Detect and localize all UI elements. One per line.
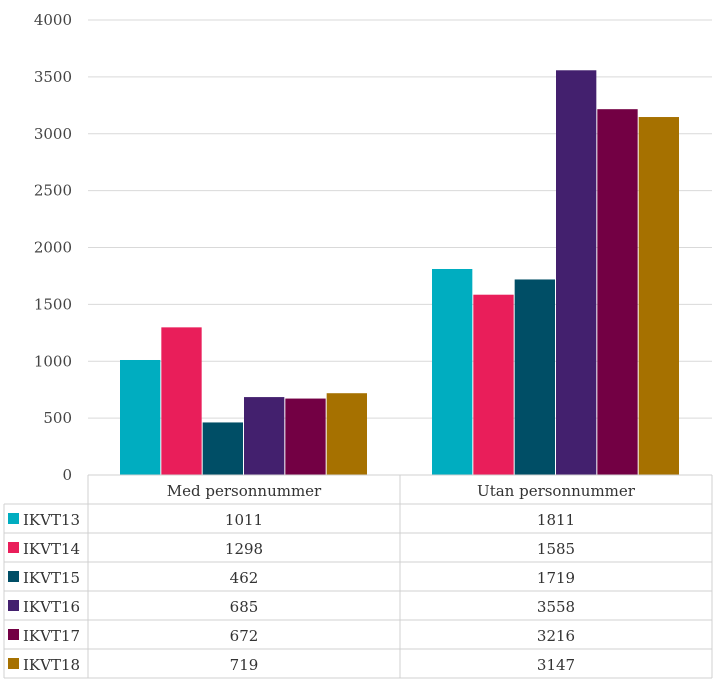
bars — [120, 70, 679, 476]
legend-swatch — [8, 600, 19, 611]
bar-ikvt17-0 — [285, 398, 326, 475]
table-cell-value: 3147 — [537, 656, 575, 674]
y-tick-label: 0 — [62, 466, 72, 484]
bar-ikvt18-1 — [638, 117, 679, 475]
bar-ikvt14-0 — [161, 327, 202, 475]
bar-ikvt15-1 — [514, 279, 555, 475]
bar-ikvt16-1 — [556, 70, 597, 475]
y-tick-label: 3500 — [34, 68, 72, 86]
y-tick-label: 1500 — [34, 295, 72, 313]
y-tick-label: 4000 — [34, 11, 72, 29]
table-cell-value: 3558 — [537, 598, 575, 616]
table-cell-value: 1298 — [225, 540, 263, 558]
legend-series-name: IKVT16 — [23, 598, 80, 616]
legend-swatch — [8, 571, 19, 582]
x-category-label: Utan personnummer — [477, 482, 636, 500]
legend-swatch — [8, 513, 19, 524]
table-cell-value: 1719 — [537, 569, 575, 587]
table-cell-value: 685 — [230, 598, 259, 616]
table-cell-value: 719 — [230, 656, 259, 674]
data-table: Med personnummer Utan personnummer IKVT13 1… — [3, 474, 713, 679]
y-tick-label: 3000 — [34, 125, 72, 143]
y-tick-label: 2000 — [34, 239, 72, 257]
legend-series-name: IKVT13 — [23, 511, 80, 529]
legend-series-name: IKVT15 — [23, 569, 80, 587]
table-cell-value: 672 — [230, 627, 259, 645]
bar-ikvt13-0 — [120, 359, 161, 475]
y-tick-label: 500 — [43, 409, 72, 427]
table-cell-value: 1811 — [537, 511, 575, 529]
legend-series-name: IKVT14 — [23, 540, 80, 558]
y-tick-label: 1000 — [34, 352, 72, 370]
bar-ikvt14-1 — [473, 294, 514, 475]
table-cell-value: 3216 — [537, 627, 575, 645]
bar-ikvt18-0 — [326, 393, 367, 475]
x-category-label: Med personnummer — [167, 482, 322, 500]
legend-swatch — [8, 658, 19, 669]
table-cell-value: 1011 — [225, 511, 263, 529]
bar-ikvt15-0 — [202, 422, 243, 475]
legend-swatch — [8, 629, 19, 640]
y-axis: 0 500 1000 1500 2000 2500 3000 3500 4000 — [34, 11, 72, 484]
table-cell-value: 462 — [230, 569, 259, 587]
bar-ikvt13-1 — [432, 268, 473, 475]
legend-series-name: IKVT18 — [23, 656, 80, 674]
legend-series-name: IKVT17 — [23, 627, 80, 645]
y-tick-label: 2500 — [34, 182, 72, 200]
legend-swatch — [8, 542, 19, 553]
bar-ikvt16-0 — [244, 397, 285, 475]
table-cell-value: 1585 — [537, 540, 575, 558]
bar-ikvt17-1 — [597, 109, 638, 476]
